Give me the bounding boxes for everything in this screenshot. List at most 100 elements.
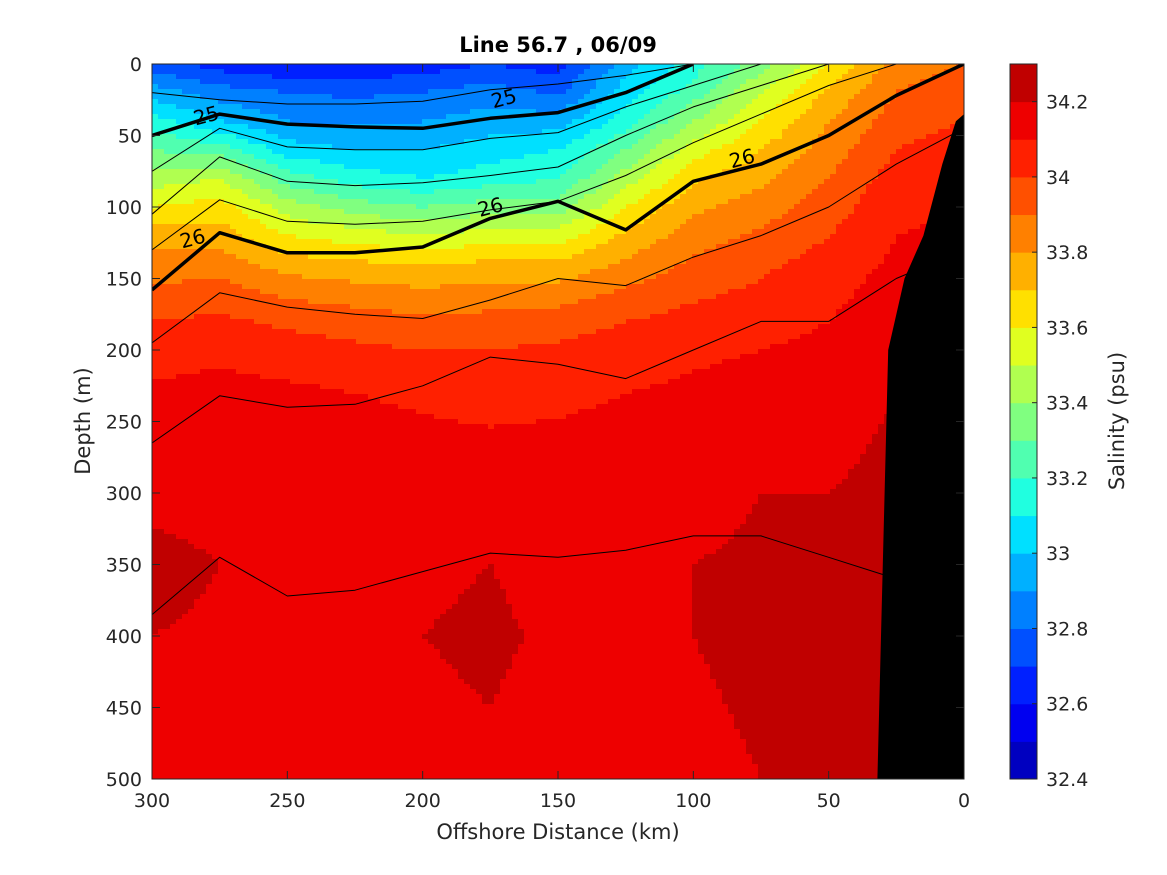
salinity-cell — [284, 464, 291, 470]
salinity-cell — [248, 419, 255, 425]
salinity-cell — [254, 384, 261, 390]
salinity-cell — [260, 384, 267, 390]
salinity-cell — [350, 404, 357, 410]
salinity-cell — [338, 224, 345, 230]
salinity-cell — [158, 684, 165, 690]
salinity-cell — [170, 684, 177, 690]
salinity-cell — [356, 649, 363, 655]
salinity-cell — [230, 294, 237, 300]
salinity-cell — [152, 449, 159, 455]
salinity-cell — [320, 404, 327, 410]
salinity-cell — [320, 539, 327, 545]
salinity-cell — [332, 389, 339, 395]
salinity-cell — [230, 489, 237, 495]
salinity-cell — [170, 204, 177, 210]
salinity-cell — [152, 144, 159, 150]
salinity-cell — [254, 624, 261, 630]
salinity-cell — [254, 739, 261, 745]
salinity-cell — [218, 219, 225, 225]
salinity-cell — [302, 164, 309, 170]
salinity-cell — [182, 279, 189, 285]
salinity-cell — [344, 394, 351, 400]
salinity-cell — [164, 339, 171, 345]
salinity-cell — [308, 219, 315, 225]
salinity-cell — [194, 619, 201, 625]
salinity-cell — [332, 344, 339, 350]
salinity-cell — [236, 559, 243, 565]
salinity-cell — [188, 224, 195, 230]
salinity-cell — [248, 289, 255, 295]
salinity-cell — [170, 454, 177, 460]
salinity-cell — [224, 154, 231, 160]
salinity-cell — [308, 609, 315, 615]
salinity-cell — [164, 499, 171, 505]
salinity-cell — [200, 709, 207, 715]
salinity-cell — [230, 459, 237, 465]
salinity-cell — [206, 769, 213, 775]
salinity-cell — [206, 214, 213, 220]
salinity-cell — [248, 129, 255, 135]
salinity-cell — [260, 709, 267, 715]
salinity-cell — [344, 379, 351, 385]
salinity-cell — [188, 74, 195, 80]
salinity-cell — [296, 624, 303, 630]
salinity-cell — [248, 399, 255, 405]
salinity-cell — [164, 254, 171, 260]
salinity-cell — [164, 389, 171, 395]
salinity-cell — [290, 484, 297, 490]
salinity-cell — [272, 639, 279, 645]
salinity-cell — [194, 469, 201, 475]
salinity-cell — [344, 509, 351, 515]
salinity-cell — [356, 314, 363, 320]
salinity-cell — [332, 494, 339, 500]
salinity-cell — [248, 139, 255, 145]
salinity-cell — [308, 429, 315, 435]
salinity-cell — [332, 304, 339, 310]
salinity-cell — [254, 204, 261, 210]
salinity-cell — [272, 349, 279, 355]
salinity-cell — [248, 464, 255, 470]
salinity-cell — [344, 519, 351, 525]
salinity-cell — [212, 594, 219, 600]
salinity-cell — [260, 714, 267, 720]
salinity-cell — [314, 484, 321, 490]
salinity-cell — [200, 179, 207, 185]
salinity-cell — [314, 419, 321, 425]
salinity-cell — [200, 359, 207, 365]
salinity-cell — [302, 359, 309, 365]
salinity-cell — [338, 514, 345, 520]
salinity-cell — [212, 344, 219, 350]
salinity-cell — [266, 759, 273, 765]
salinity-cell — [290, 194, 297, 200]
salinity-cell — [266, 329, 273, 335]
salinity-cell — [314, 684, 321, 690]
salinity-cell — [248, 724, 255, 730]
salinity-cell — [176, 564, 183, 570]
salinity-cell — [260, 414, 267, 420]
salinity-cell — [206, 404, 213, 410]
salinity-cell — [158, 649, 165, 655]
salinity-cell — [182, 699, 189, 705]
salinity-cell — [242, 149, 249, 155]
salinity-cell — [290, 419, 297, 425]
salinity-cell — [194, 719, 201, 725]
salinity-cell — [170, 664, 177, 670]
salinity-cell — [212, 649, 219, 655]
salinity-cell — [350, 424, 357, 430]
salinity-cell — [302, 524, 309, 530]
salinity-cell — [272, 549, 279, 555]
salinity-cell — [332, 679, 339, 685]
salinity-cell — [338, 554, 345, 560]
salinity-cell — [356, 144, 363, 150]
salinity-cell — [290, 284, 297, 290]
salinity-cell — [284, 544, 291, 550]
salinity-cell — [218, 164, 225, 170]
salinity-cell — [236, 94, 243, 100]
salinity-cell — [356, 454, 363, 460]
salinity-cell — [182, 189, 189, 195]
salinity-cell — [272, 269, 279, 275]
salinity-cell — [272, 364, 279, 370]
salinity-cell — [320, 599, 327, 605]
salinity-cell — [356, 699, 363, 705]
salinity-cell — [290, 469, 297, 475]
